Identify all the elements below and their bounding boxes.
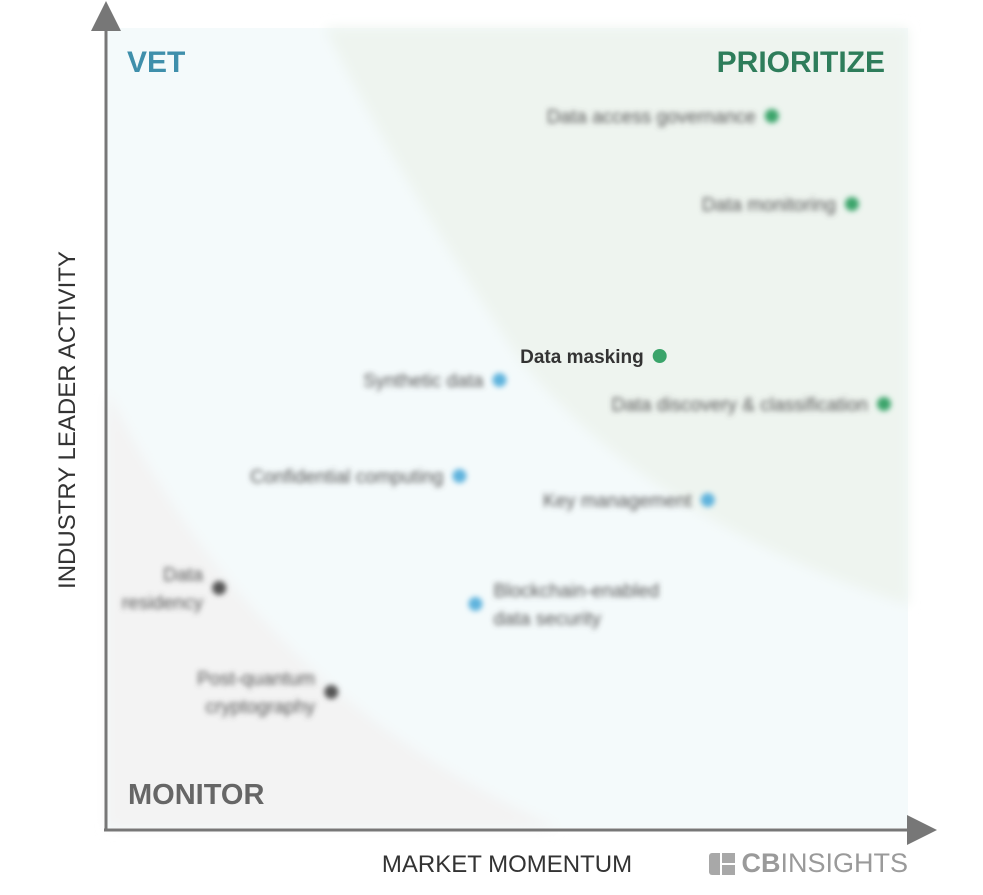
- point-label: Data masking: [520, 347, 644, 368]
- quadrant-label-monitor: MONITOR: [128, 779, 264, 811]
- data-point-blockchain-enabled-data-security: Blockchain-enabled data security: [468, 581, 659, 630]
- brand-name: CBINSIGHTS: [741, 848, 908, 878]
- data-point-data-monitoring: Data monitoring: [702, 195, 859, 216]
- point-label: Data discovery & classification: [611, 395, 868, 416]
- point-label: Post-quantum cryptography: [197, 669, 316, 718]
- cbinsights-brand: CBINSIGHTS: [709, 848, 908, 879]
- quadrant-label-prioritize: PRIORITIZE: [717, 46, 885, 79]
- quadrant-label-vet: VET: [127, 46, 185, 79]
- y-axis-title: INDUSTRY LEADER ACTIVITY: [54, 251, 81, 589]
- data-point-key-management: Key management: [543, 491, 715, 512]
- point-marker: [452, 469, 467, 483]
- background-regions: [107, 28, 908, 828]
- point-label: Blockchain-enabled data security: [493, 581, 659, 630]
- point-marker: [764, 109, 779, 123]
- point-label: Synthetic data: [363, 371, 484, 392]
- point-label: Confidential computing: [250, 467, 443, 488]
- prioritize-region: [325, 28, 908, 605]
- x-axis-title: MARKET MOMENTUM: [382, 851, 632, 878]
- point-marker: [844, 197, 859, 211]
- data-point-synthetic-data: Synthetic data: [363, 371, 507, 392]
- point-label: Data access governance: [547, 107, 756, 128]
- point-label: Data monitoring: [702, 195, 836, 216]
- data-point-data-masking: Data masking: [520, 347, 667, 368]
- point-marker: [652, 349, 667, 363]
- point-marker: [212, 581, 227, 595]
- data-points: Data access governance Data monitoring Dat…: [122, 107, 891, 718]
- point-marker: [700, 493, 715, 507]
- data-point-data-access-governance: Data access governance: [547, 107, 779, 128]
- point-marker: [876, 397, 891, 411]
- data-point-post-quantum-cryptography: Post-quantum cryptography: [197, 669, 339, 718]
- point-marker: [492, 373, 507, 387]
- point-label: Key management: [543, 491, 693, 512]
- point-marker: [324, 685, 339, 699]
- point-marker: [468, 597, 483, 611]
- data-point-data-discovery-classification: Data discovery & classification: [611, 395, 891, 416]
- monitor-region: [107, 390, 560, 828]
- data-point-confidential-computing: Confidential computing: [250, 467, 467, 488]
- cb-logo-icon: [709, 852, 736, 875]
- point-label: Data residency: [122, 565, 204, 614]
- data-point-data-residency: Data residency: [122, 565, 227, 614]
